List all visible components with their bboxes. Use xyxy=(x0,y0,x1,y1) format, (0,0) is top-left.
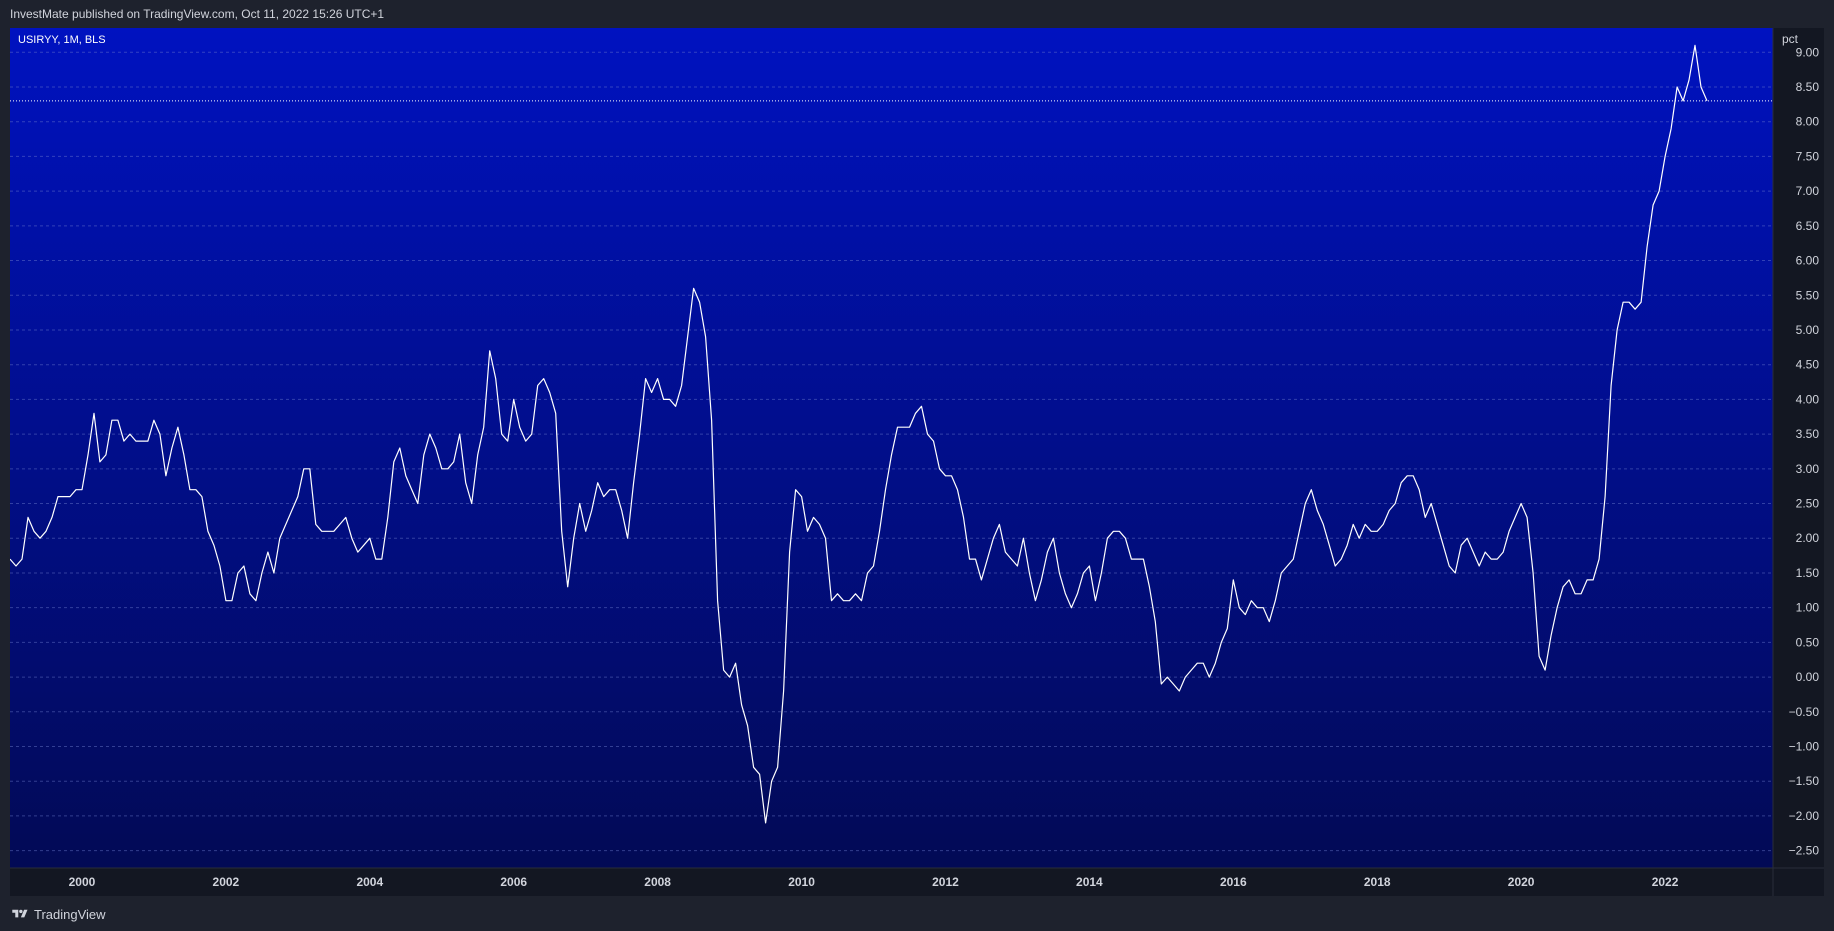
y-tick-label: 6.50 xyxy=(1796,219,1820,233)
y-tick-label: 2.00 xyxy=(1796,531,1820,545)
x-tick-label: 2000 xyxy=(69,875,96,889)
x-tick-label: 2022 xyxy=(1652,875,1679,889)
x-tick-label: 2020 xyxy=(1508,875,1535,889)
y-tick-label: 7.50 xyxy=(1796,149,1820,163)
y-tick-label: 9.00 xyxy=(1796,45,1820,59)
y-tick-label: 7.00 xyxy=(1796,184,1820,198)
y-tick-label: 1.50 xyxy=(1796,566,1820,580)
y-tick-label: 6.00 xyxy=(1796,254,1820,268)
price-chart[interactable]: 9.00 8.50 8.00 7.50 7.00 6.50 6.00 5.50 5.00 4.50… xyxy=(10,28,1824,896)
unit-label: pct xyxy=(1782,32,1799,46)
y-tick-label: 3.50 xyxy=(1796,427,1820,441)
x-tick-label: 2012 xyxy=(932,875,959,889)
y-tick-label: 2.50 xyxy=(1796,497,1820,511)
y-tick-label: 0.00 xyxy=(1796,670,1820,684)
price-axis: 9.00 8.50 8.00 7.50 7.00 6.50 6.00 5.50 5.00 4.50… xyxy=(1789,45,1820,857)
tradingview-logo-icon xyxy=(12,909,28,918)
footer-brand: TradingView xyxy=(34,906,106,922)
y-tick-label: 8.50 xyxy=(1796,80,1820,94)
x-tick-label: 2002 xyxy=(213,875,240,889)
y-tick-label: 3.00 xyxy=(1796,462,1820,476)
x-tick-label: 2014 xyxy=(1076,875,1103,889)
y-tick-label: 5.50 xyxy=(1796,288,1820,302)
y-tick-label: 0.50 xyxy=(1796,635,1820,649)
y-tick-label: 5.00 xyxy=(1796,323,1820,337)
y-tick-label: 1.00 xyxy=(1796,601,1820,615)
x-tick-label: 2018 xyxy=(1364,875,1391,889)
y-tick-label: 4.00 xyxy=(1796,392,1820,406)
y-tick-label: −0.50 xyxy=(1789,705,1820,719)
time-axis-panel[interactable] xyxy=(10,868,1824,896)
y-tick-label: 8.00 xyxy=(1796,115,1820,129)
x-tick-label: 2008 xyxy=(644,875,671,889)
time-axis: 2000 2002 2004 2006 2008 2010 2012 2014 2016 2018… xyxy=(69,875,1679,889)
footer: TradingView xyxy=(10,904,106,924)
y-tick-label: −2.00 xyxy=(1789,809,1820,823)
chart-legend: USIRYY, 1M, BLS xyxy=(18,34,106,46)
x-tick-label: 2016 xyxy=(1220,875,1247,889)
price-axis-panel[interactable] xyxy=(1773,28,1824,868)
publish-header: InvestMate published on TradingView.com,… xyxy=(0,0,1834,28)
y-tick-label: −2.50 xyxy=(1789,844,1820,858)
x-tick-label: 2010 xyxy=(788,875,815,889)
y-tick-label: −1.00 xyxy=(1789,740,1820,754)
x-tick-label: 2006 xyxy=(500,875,527,889)
series-line-usiryy xyxy=(10,44,1708,824)
y-tick-label: 4.50 xyxy=(1796,358,1820,372)
y-tick-label: −1.50 xyxy=(1789,774,1820,788)
plot-area[interactable] xyxy=(10,28,1773,868)
x-tick-label: 2004 xyxy=(356,875,383,889)
publish-info: InvestMate published on TradingView.com,… xyxy=(10,7,385,21)
